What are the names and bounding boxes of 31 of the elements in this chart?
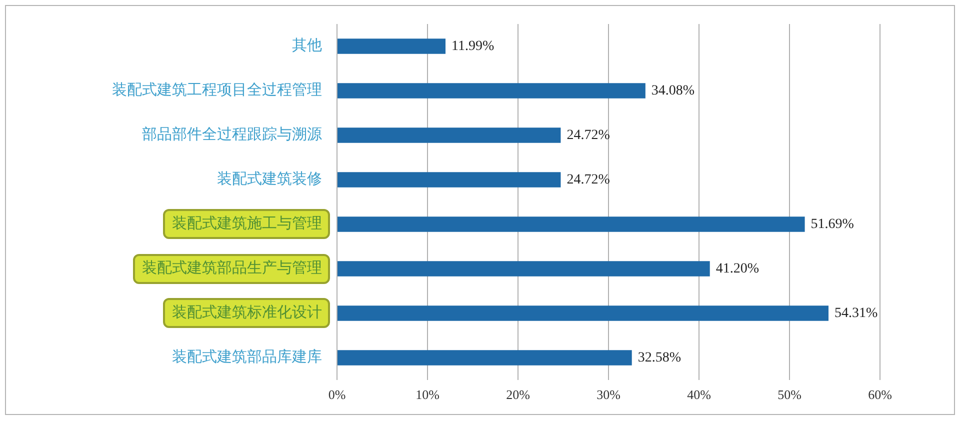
data-label: 32.58% <box>638 350 682 366</box>
bar <box>338 128 561 143</box>
bar <box>338 306 829 321</box>
bar <box>338 216 805 232</box>
y-tick-label: 装配式建筑施工与管理 <box>172 214 322 232</box>
x-tick-label: 30% <box>596 387 621 402</box>
bar <box>338 38 446 54</box>
y-tick-label: 装配式建筑工程项目全过程管理 <box>112 80 322 99</box>
x-tick-label: 0% <box>328 387 346 402</box>
data-label: 51.69% <box>810 216 854 232</box>
bar <box>338 172 561 188</box>
y-tick-label: 其他 <box>292 36 322 54</box>
x-tick-label: 10% <box>416 387 440 402</box>
bar <box>338 261 710 276</box>
x-tick-label: 50% <box>778 387 802 402</box>
y-tick-label: 装配式建筑部品库建库 <box>172 348 322 366</box>
data-label: 54.31% <box>834 306 878 321</box>
bar <box>338 350 632 366</box>
y-tick-label: 部品部件全过程跟踪与溯源 <box>142 125 322 144</box>
y-tick-label: 装配式建筑标准化设计 <box>172 303 322 322</box>
data-label: 41.20% <box>716 261 760 276</box>
y-tick-label: 装配式建筑装修 <box>217 170 322 188</box>
data-label: 24.72% <box>566 128 610 143</box>
data-label: 24.72% <box>566 172 610 188</box>
x-tick-label: 60% <box>868 387 892 402</box>
x-tick-label: 40% <box>687 387 712 402</box>
x-tick-label: 20% <box>506 387 530 402</box>
bar <box>338 83 646 98</box>
data-label: 11.99% <box>452 38 494 54</box>
data-label: 34.08% <box>651 83 695 98</box>
y-tick-label: 装配式建筑部品生产与管理 <box>142 258 322 277</box>
